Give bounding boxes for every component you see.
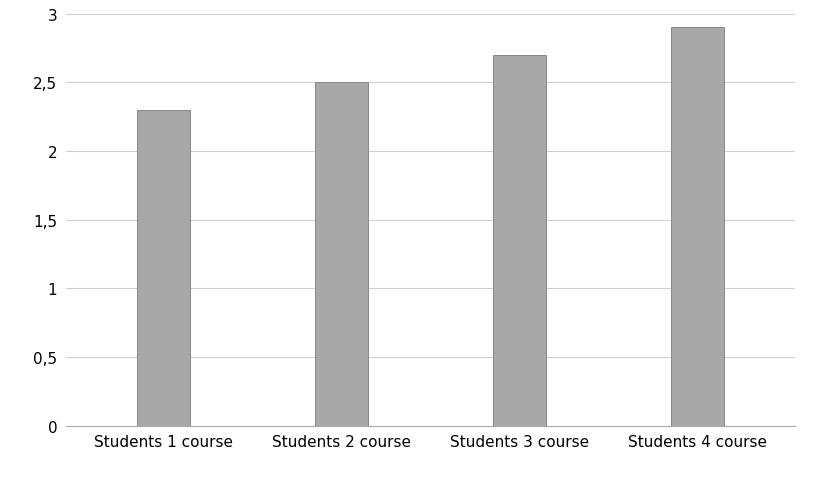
Bar (137, 110, 190, 426)
Bar (314, 83, 368, 426)
Bar (670, 28, 723, 426)
Bar (492, 56, 545, 426)
